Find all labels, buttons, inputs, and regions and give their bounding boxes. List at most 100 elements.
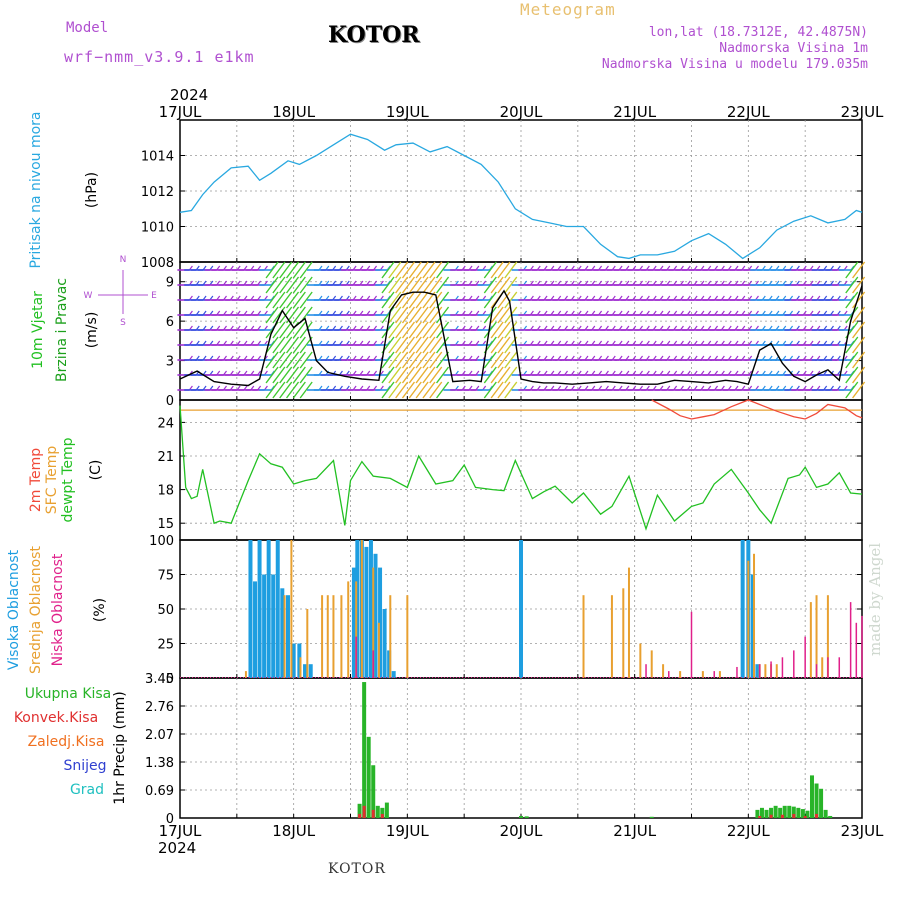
wind-barb	[292, 276, 306, 294]
y-tick-label: 2.07	[145, 728, 174, 743]
cloud-bar	[283, 595, 286, 678]
y-tick-label: 15	[157, 517, 174, 532]
precip-bar	[769, 814, 773, 818]
cloud-bar	[622, 588, 625, 678]
panel-precipitation: 0 0.69 1.38 2.07 2.76 3.45	[145, 672, 863, 827]
wind-barb	[395, 276, 409, 294]
cloud-bar	[690, 611, 693, 678]
y-tick-label: 25	[157, 638, 174, 653]
cloud-bar	[662, 664, 665, 678]
precip-bar	[803, 815, 807, 818]
cloud-bar	[826, 595, 829, 678]
precip-bar	[384, 802, 389, 818]
wind-barb	[388, 336, 402, 354]
precip-legend-4: Snijeg	[63, 758, 106, 774]
wind-barb	[388, 351, 402, 369]
wind-barb	[497, 351, 511, 369]
wind-barb	[415, 321, 429, 339]
x-tick-label-top: 18JUL	[272, 103, 315, 121]
wind-barb	[299, 351, 313, 369]
wind-barb	[381, 321, 395, 339]
wind-barb	[845, 366, 859, 384]
wind-barb	[504, 381, 518, 399]
cloud-bar	[244, 671, 247, 678]
precip-bar	[814, 783, 819, 818]
y-tick-label: 1.38	[145, 756, 174, 771]
cloud-bar	[679, 671, 682, 678]
wind-barb	[415, 276, 429, 294]
wind-barb	[504, 261, 518, 279]
wind-barb	[272, 321, 286, 339]
wind-unit-label: (m/s)	[84, 312, 100, 349]
wind-barb	[272, 276, 286, 294]
wind-barb	[395, 351, 409, 369]
wind-barb	[272, 366, 286, 384]
cloud-bar	[285, 595, 290, 678]
x-tick-label-top: 17JUL	[159, 103, 202, 121]
cloud-bar	[827, 657, 829, 678]
wind-barb	[408, 321, 422, 339]
precip-bar	[371, 765, 376, 818]
wind-barb	[852, 366, 866, 384]
precip-bar	[792, 813, 796, 818]
cloud-bar	[740, 540, 745, 678]
cloud-bar	[275, 540, 280, 678]
wind-barb	[299, 291, 313, 309]
precip-bar	[759, 807, 764, 818]
cloud-bar	[290, 540, 293, 678]
wind-barb	[497, 291, 511, 309]
cloud-bar	[266, 540, 271, 678]
wind-barb	[265, 261, 279, 279]
pressure-unit-label: (hPa)	[84, 172, 100, 208]
y-tick-label: 75	[157, 569, 174, 584]
cloud-bar	[377, 622, 380, 678]
wind-barb	[422, 261, 436, 279]
cloud-bar	[519, 540, 523, 678]
compass-south: S	[120, 318, 126, 328]
wind-barb	[388, 276, 402, 294]
cloud-bar	[775, 664, 778, 678]
cloud-bar	[701, 671, 704, 678]
wind-barb	[497, 381, 511, 399]
wind-barb	[401, 336, 416, 354]
y-tick-label: 0.69	[145, 784, 174, 799]
precip-bar	[780, 814, 784, 818]
wind-barb	[292, 381, 306, 399]
wind-barb	[279, 351, 293, 369]
wind-barb	[429, 351, 443, 369]
cloud-bar	[758, 664, 761, 678]
wind-barb	[279, 276, 293, 294]
cloud-bars	[180, 540, 863, 678]
wind-barb	[429, 336, 443, 354]
cloud-bar	[650, 650, 653, 678]
temp-axis-label-1: 2m Temp	[28, 448, 44, 512]
y-tick-label: 18	[157, 484, 174, 499]
x-tick-label-top: 23JUL	[841, 103, 884, 121]
wind-barb	[436, 291, 450, 309]
cloud-bar	[297, 643, 302, 678]
year-label-bottom: 2024	[158, 839, 196, 857]
wind-barb	[845, 351, 859, 369]
precip-bar	[787, 805, 792, 818]
wind-barb	[490, 366, 504, 384]
wind-barb	[497, 276, 511, 294]
cloud-bar	[340, 595, 343, 678]
wind-barb	[490, 381, 504, 399]
y-tick-label: 24	[157, 416, 174, 431]
wind-barb	[395, 366, 409, 384]
wind-barb	[285, 291, 300, 309]
cloud-bar	[355, 540, 360, 678]
cloud-bar	[861, 615, 863, 678]
wind-barb	[401, 366, 416, 384]
wind-barb	[852, 306, 866, 324]
precip-legend-2: Konvek.Kisa	[14, 710, 98, 726]
coordinates-label: lon,lat (18.7312E, 42.4875N)	[648, 25, 868, 40]
wind-barb	[388, 366, 402, 384]
cloud-bar	[372, 650, 374, 678]
temp-2m-line	[651, 399, 863, 420]
wind-barb	[388, 306, 402, 324]
wind-barb	[490, 261, 504, 279]
cloud-bar	[406, 595, 409, 678]
cloud-bar	[793, 650, 795, 678]
wind-barb	[279, 336, 293, 354]
